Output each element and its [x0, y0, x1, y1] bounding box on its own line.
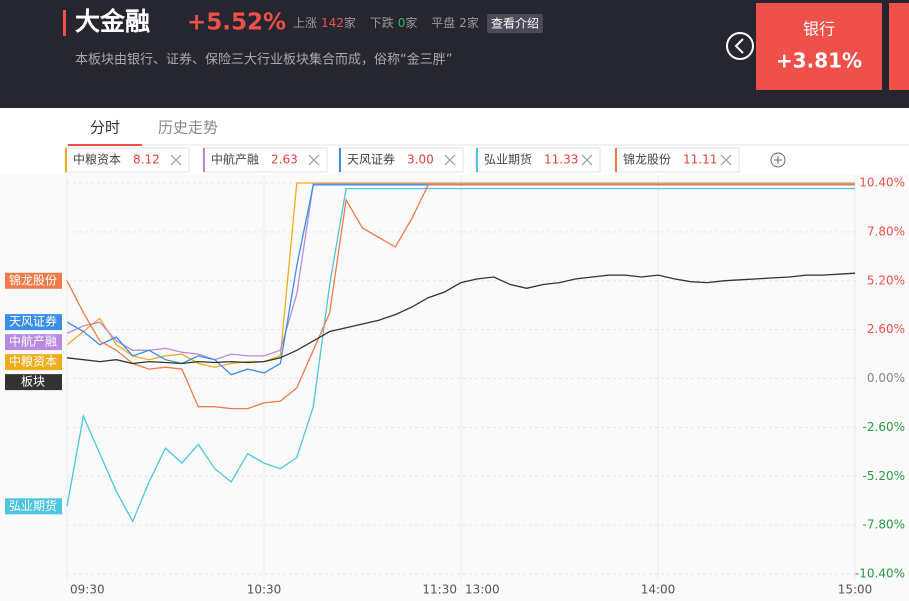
flat-unit: 家 — [467, 15, 479, 30]
x-tick-label: 11:30 — [422, 583, 457, 597]
card-change: +3.81% — [776, 49, 862, 73]
sector-change: +5.52% — [187, 10, 286, 36]
flat-count: 2 — [459, 16, 467, 30]
up-unit: 家 — [344, 15, 356, 30]
chip-name: 天风证券 — [347, 152, 395, 167]
stats: 上涨 142家 下跌 0家 平盘 2家 — [293, 15, 479, 30]
series-line — [66, 272, 856, 365]
next-card[interactable] — [889, 3, 909, 90]
chip-accent — [339, 148, 341, 172]
tab-active[interactable]: 分时 — [90, 119, 120, 137]
chip-bg — [475, 147, 601, 173]
series-tag-bg — [5, 374, 62, 391]
x-tick-label: 13:00 — [465, 583, 500, 597]
chip-price: 2.63 — [271, 153, 298, 167]
watch-chip[interactable]: 中粮资本 8.12 — [64, 147, 190, 173]
watch-chip[interactable]: 中航产融 2.63 — [202, 147, 328, 173]
y-tick-label: 10.40% — [859, 176, 905, 190]
series-tag-bg — [5, 272, 62, 289]
add-circle[interactable] — [770, 152, 786, 168]
watch-chip[interactable]: 锦龙股份 11.11 — [614, 147, 740, 173]
watch-chip[interactable]: 弘业期货 11.33 — [475, 147, 601, 173]
series-line — [66, 183, 855, 361]
up-count: 142 — [321, 16, 344, 30]
chip-close[interactable] — [170, 154, 182, 166]
series-tag-bg — [5, 314, 62, 331]
prev-circle[interactable] — [726, 32, 754, 60]
chip-name: 中粮资本 — [73, 152, 121, 167]
chip-price: 3.00 — [407, 153, 434, 167]
y-tick-label: -5.20% — [863, 469, 905, 483]
sector-title: 大金融 — [75, 7, 150, 36]
chip-bg — [338, 147, 464, 173]
y-tick-label: -2.60% — [863, 420, 905, 434]
sector-card[interactable]: 银行 +3.81% — [756, 3, 882, 90]
series-tag: 板块 — [21, 375, 45, 389]
chip-close[interactable] — [444, 154, 456, 166]
series-line — [66, 182, 855, 368]
series-tag-bg — [5, 354, 62, 371]
y-tick-label: 0.00% — [867, 371, 905, 385]
x-tick-label: 14:00 — [641, 583, 676, 597]
chip-name: 锦龙股份 — [623, 153, 671, 167]
chip-bg — [202, 147, 328, 173]
y-tick-label: 5.20% — [867, 273, 905, 287]
card-name: 银行 — [803, 20, 835, 39]
chip-price: 8.12 — [133, 153, 160, 167]
sector-card-bg[interactable] — [756, 3, 882, 90]
chip-name: 中航产融 — [211, 152, 259, 167]
series-tag: 中航产融 — [9, 334, 57, 349]
chip-close[interactable] — [308, 154, 320, 166]
down-count: 0 — [398, 16, 406, 30]
intro-button-bg — [487, 14, 543, 33]
series-tag: 弘业期货 — [9, 498, 57, 513]
up-label: 上涨 — [293, 15, 317, 30]
chip-accent — [615, 148, 617, 172]
add-button[interactable] — [770, 152, 786, 168]
chip-close[interactable] — [720, 154, 732, 166]
y-tick-label: 2.60% — [867, 322, 905, 336]
x-tick-label: 15:00 — [838, 583, 873, 597]
chip-accent — [65, 148, 67, 172]
watch-chip[interactable]: 天风证券 3.00 — [338, 147, 464, 173]
chip-price: 11.11 — [683, 153, 717, 167]
flat-label: 平盘 — [431, 15, 455, 30]
y-tick-label: -7.80% — [863, 518, 905, 532]
down-unit: 家 — [405, 15, 417, 30]
chip-bg — [614, 147, 740, 173]
y-tick-label: 7.80% — [867, 224, 905, 238]
chip-name: 弘业期货 — [484, 152, 532, 167]
series-tag: 锦龙股份 — [9, 273, 57, 287]
series-line — [66, 187, 855, 523]
intro-button[interactable]: 查看介绍 — [487, 14, 543, 33]
x-tick-label: 09:30 — [70, 583, 105, 597]
prev-arrow — [734, 38, 744, 54]
chip-accent — [203, 148, 205, 172]
intro-button-label[interactable]: 查看介绍 — [491, 17, 539, 31]
sector-description: 本板块由银行、证券、保险三大行业板块集合而成，俗称“金三胖” — [75, 52, 452, 68]
y-tick-label: -10.40% — [855, 567, 905, 581]
series-tag: 中粮资本 — [9, 354, 57, 369]
series-tag-bg — [5, 498, 62, 515]
down-label: 下跌 — [370, 15, 394, 30]
series-tag-bg — [5, 334, 62, 351]
chart-bg — [0, 175, 909, 601]
x-tick-label: 10:30 — [247, 583, 282, 597]
series-tag: 天风证券 — [9, 314, 57, 329]
add-plus — [774, 156, 782, 164]
prev-button[interactable] — [726, 32, 754, 60]
title-accent — [63, 10, 66, 36]
chip-accent — [476, 148, 478, 172]
chip-close[interactable] — [581, 154, 593, 166]
chip-price: 11.33 — [544, 153, 578, 167]
tab[interactable]: 历史走势 — [158, 119, 218, 137]
series-line — [66, 184, 855, 410]
